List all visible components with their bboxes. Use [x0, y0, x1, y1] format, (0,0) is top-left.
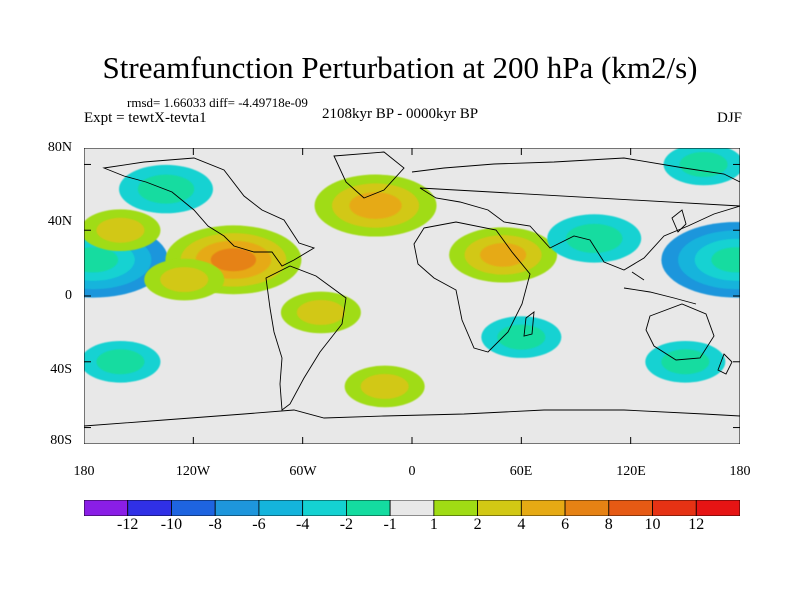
- field-east-pacific-high: [144, 258, 225, 301]
- stats-label: rmsd= 1.66033 diff= -4.49718e-09: [127, 95, 308, 110]
- colorbar-swatch: [258, 500, 304, 516]
- colorbar-swatch: [127, 500, 172, 516]
- contour-band: [96, 349, 145, 375]
- colorbar-swatch: [695, 500, 740, 516]
- contour-band: [96, 217, 145, 243]
- contour-band: [160, 267, 209, 293]
- lat-label: 40S: [50, 362, 72, 377]
- colorbar-label: 10: [644, 516, 661, 533]
- contour-band: [296, 299, 345, 325]
- field-australia-low: [645, 340, 726, 383]
- colorbar-swatch: [652, 500, 697, 516]
- period-label: 2108kyr BP - 0000kyr BP: [322, 106, 479, 122]
- field-arabia-high: [449, 227, 558, 283]
- field-southern-ocean-low: [84, 340, 161, 383]
- axis-ticks: [84, 148, 740, 444]
- colorbar-swatch: [214, 500, 260, 516]
- colorbar-label: 8: [604, 516, 613, 533]
- contour-band: [566, 223, 623, 253]
- lon-label: 120E: [616, 464, 646, 479]
- experiment-label: Expt = tewtX-tevta1: [84, 110, 207, 126]
- field-south-atlantic-high: [344, 365, 425, 408]
- field-indian-ocean-low: [481, 316, 562, 358]
- colorbar-label: 4: [517, 516, 526, 533]
- contour-band: [661, 349, 710, 375]
- colorbar-swatch: [564, 500, 610, 516]
- colorbar-label: -10: [160, 516, 183, 533]
- colorbar-swatch: [345, 500, 391, 516]
- colorbar-label: -8: [208, 516, 222, 533]
- streamfunction-map: [84, 148, 740, 444]
- contour-band: [84, 247, 119, 273]
- colorbar-label: 12: [688, 516, 705, 533]
- field-south-america-high: [280, 291, 361, 334]
- colorbar-swatch: [608, 500, 653, 516]
- contour-band: [137, 174, 195, 204]
- field-arctic-low: [663, 148, 740, 186]
- colorbar-label: -4: [295, 516, 310, 533]
- lon-label: 120W: [175, 464, 211, 479]
- colorbar-label: -2: [339, 516, 354, 533]
- lat-label: 40N: [47, 214, 72, 229]
- lon-label: 60W: [289, 464, 317, 479]
- coastlines: [84, 151, 740, 427]
- plot-title: Streamfunction Perturbation at 200 hPa (…: [102, 50, 698, 85]
- contour-band: [679, 151, 728, 177]
- colorbar-swatch: [520, 500, 566, 516]
- colorbar-label: 6: [561, 516, 570, 533]
- contour-band: [497, 324, 546, 350]
- colorbar-label: -12: [117, 516, 139, 533]
- lat-label: 0: [65, 288, 72, 303]
- field-north-atlantic-high: [314, 174, 437, 237]
- colorbar-label: 2: [473, 516, 482, 533]
- lon-label: 60E: [509, 464, 533, 479]
- field-north-pacific-east-low: [661, 222, 740, 298]
- colorbar-label: 1: [429, 516, 438, 533]
- season-label: DJF: [716, 110, 742, 126]
- colorbar-swatch: [302, 500, 347, 516]
- colorbar-swatch: [389, 500, 435, 516]
- colorbar-swatch: [477, 500, 522, 516]
- field-asia-low: [547, 214, 642, 263]
- contour-band: [349, 192, 402, 219]
- colorbar-swatch: [433, 500, 479, 516]
- lon-label: 0: [408, 464, 416, 479]
- contour-band: [210, 248, 257, 272]
- colorbar-label: -6: [252, 516, 266, 533]
- colorbar: [84, 500, 740, 516]
- lat-label: 80S: [50, 433, 72, 448]
- field-canada-low: [119, 164, 213, 214]
- colorbar-label: -1: [383, 516, 397, 533]
- contour-band: [711, 247, 740, 273]
- lat-label: 80N: [47, 140, 72, 155]
- lon-label: 180: [73, 464, 95, 479]
- contour-band: [479, 243, 527, 267]
- field-pacific-high: [84, 209, 161, 252]
- colorbar-swatch: [84, 500, 129, 516]
- lon-label: 180: [729, 464, 751, 479]
- contour-band: [360, 373, 409, 399]
- colorbar-swatch: [171, 500, 216, 516]
